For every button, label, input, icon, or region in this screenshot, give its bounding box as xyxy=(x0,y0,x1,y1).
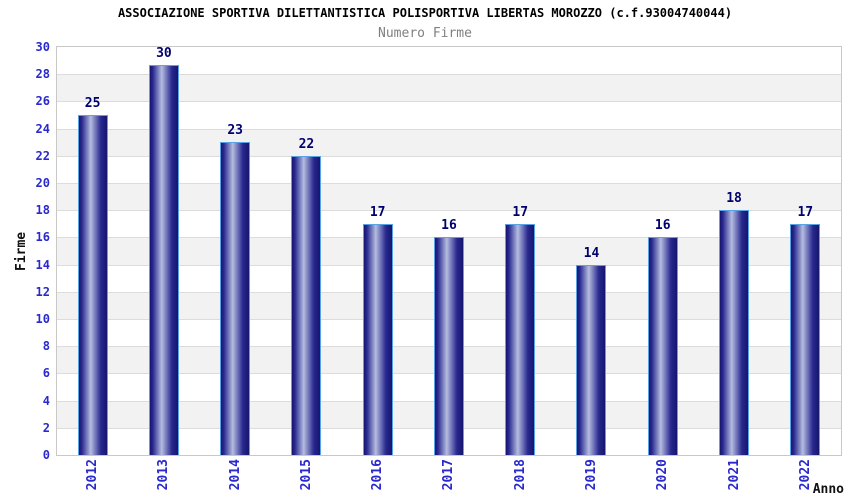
bar-2019 xyxy=(576,264,607,455)
y-tick-label: 22 xyxy=(35,148,50,163)
gridline xyxy=(57,183,841,184)
x-tick-label: 2013 xyxy=(156,459,172,491)
y-tick-label: 28 xyxy=(35,67,50,82)
bar-2016 xyxy=(362,223,393,455)
y-tick-label: 16 xyxy=(35,230,50,245)
bar-slot: 23 xyxy=(200,47,271,455)
bar-slot: 17 xyxy=(485,47,556,455)
y-tick-label: 2 xyxy=(42,420,50,435)
bar-2020 xyxy=(647,237,678,455)
bar-2014 xyxy=(220,142,251,455)
x-tick-label: 2022 xyxy=(797,459,813,491)
x-tick-slot: 2017 xyxy=(413,459,484,499)
x-tick-label: 2021 xyxy=(726,459,742,491)
y-tick-label: 30 xyxy=(35,40,50,54)
x-tick-slot: 2013 xyxy=(128,459,199,499)
chart-title: ASSOCIAZIONE SPORTIVA DILETTANTISTICA PO… xyxy=(117,6,733,20)
bar-series: 25 30 23 22 17 16 17 14 16 18 17 xyxy=(57,47,841,455)
x-tick-slot: 2015 xyxy=(271,459,342,499)
x-axis-label: Anno xyxy=(812,482,844,497)
bar-value-label: 18 xyxy=(726,191,742,207)
bar-2021 xyxy=(719,210,750,455)
x-tick-slot: 2014 xyxy=(200,459,271,499)
bar-slot: 17 xyxy=(770,47,841,455)
y-tick-label: 8 xyxy=(42,339,50,354)
bar-2018 xyxy=(505,223,536,455)
y-tick-label: 6 xyxy=(42,366,50,381)
bar-value-label: 25 xyxy=(84,96,101,111)
bar-value-label: 23 xyxy=(227,123,243,139)
x-tick-slot: 2020 xyxy=(627,459,698,499)
y-axis-ticks: 0 2 4 6 8 10 12 14 16 18 20 22 24 26 28 30 xyxy=(0,0,50,500)
grid-band xyxy=(57,101,841,129)
grid-band xyxy=(57,155,841,183)
bar-value-label: 22 xyxy=(298,136,315,152)
gridline xyxy=(57,101,841,103)
y-tick-label: 26 xyxy=(35,94,50,109)
bar-2013 xyxy=(148,65,179,455)
x-tick-slot: 2016 xyxy=(342,459,413,499)
bar-2017 xyxy=(433,237,464,455)
x-tick-label: 2020 xyxy=(655,459,671,491)
x-tick-label: 2014 xyxy=(227,459,243,491)
grid-band xyxy=(57,183,841,211)
y-tick-label: 12 xyxy=(35,284,50,299)
bar-slot: 16 xyxy=(413,47,484,455)
grid-band xyxy=(57,128,841,156)
x-tick-slot: 2021 xyxy=(698,459,769,499)
bar-value-label: 14 xyxy=(583,245,600,261)
bar-2022 xyxy=(790,223,821,455)
x-tick-label: 2015 xyxy=(298,459,314,491)
bar-slot: 16 xyxy=(627,47,698,455)
gridline xyxy=(57,210,841,212)
bar-2015 xyxy=(291,155,322,455)
bar-slot: 14 xyxy=(556,47,627,455)
y-tick-label: 4 xyxy=(42,393,50,408)
y-tick-label: 24 xyxy=(35,121,50,136)
bar-slot: 17 xyxy=(342,47,413,455)
y-tick-label: 10 xyxy=(35,312,50,326)
bar-slot: 22 xyxy=(271,47,342,455)
chart-subtitle: Numero Firme xyxy=(378,26,472,41)
bar-slot: 25 xyxy=(57,47,128,455)
bar-2012 xyxy=(77,115,108,455)
plot-area: 25 30 23 22 17 16 17 14 16 18 17 xyxy=(56,46,842,456)
bar-value-label: 17 xyxy=(512,204,529,220)
x-tick-label: 2017 xyxy=(441,459,457,491)
x-tick-label: 2018 xyxy=(512,459,528,491)
x-tick-slot: 2012 xyxy=(57,459,128,499)
x-tick-label: 2012 xyxy=(85,459,101,491)
x-tick-slot: 2018 xyxy=(485,459,556,499)
bar-slot: 30 xyxy=(128,47,199,455)
gridline xyxy=(57,155,841,157)
gridline xyxy=(57,128,841,130)
bar-value-label: 16 xyxy=(441,218,457,234)
bar-value-label: 17 xyxy=(369,204,386,220)
bar-value-label: 17 xyxy=(797,204,814,220)
bar-slot: 18 xyxy=(698,47,769,455)
x-axis-ticks: 2012 2013 2014 2015 2016 2017 2018 2019 2020 2021… xyxy=(57,459,841,499)
y-tick-label: 20 xyxy=(35,176,50,190)
x-tick-label: 2019 xyxy=(583,459,599,491)
y-tick-label: 18 xyxy=(35,203,50,218)
grid-band xyxy=(57,210,841,238)
gridline xyxy=(57,74,841,76)
y-tick-label: 0 xyxy=(42,448,50,462)
y-tick-label: 14 xyxy=(35,257,50,272)
grid-band xyxy=(57,47,841,75)
x-tick-slot: 2019 xyxy=(556,459,627,499)
x-tick-label: 2016 xyxy=(370,459,386,491)
bar-value-label: 30 xyxy=(156,46,172,61)
bar-value-label: 16 xyxy=(654,218,671,234)
grid-band xyxy=(57,74,841,102)
